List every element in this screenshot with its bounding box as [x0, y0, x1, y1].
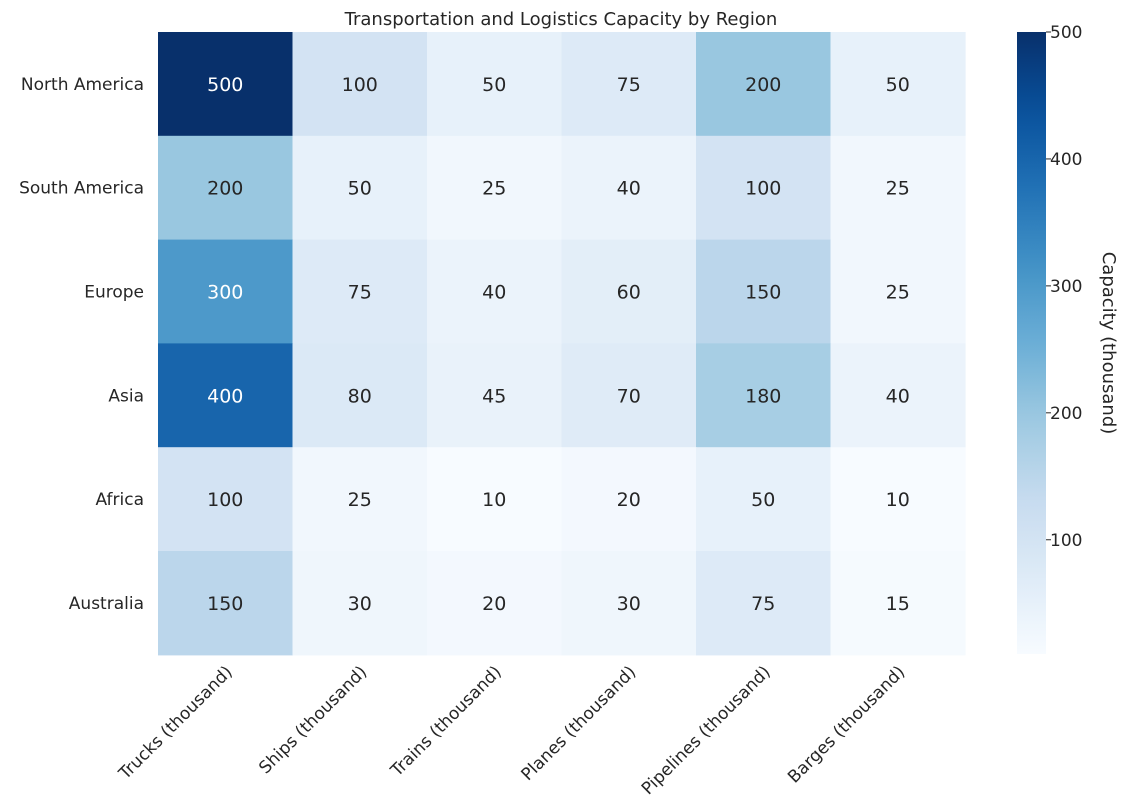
heatmap-cell [696, 32, 832, 137]
column-label: Planes (thousand) [518, 662, 641, 785]
heatmap-cell [427, 32, 563, 137]
cell-value-label: 25 [348, 489, 372, 511]
column-label: Ships (thousand) [255, 662, 371, 778]
cell-value-label: 15 [886, 593, 910, 615]
cell-value-label: 20 [617, 489, 641, 511]
heatmap-cell [561, 447, 697, 552]
column-label: Trucks (thousand) [115, 662, 237, 784]
cell-value-label: 200 [207, 178, 243, 200]
row-label: Africa [96, 490, 145, 510]
cell-value-label: 25 [886, 178, 910, 200]
cell-value-label: 20 [482, 593, 506, 615]
cell-value-label: 25 [482, 178, 506, 200]
colorbar-label: Capacity (thousand) [1098, 252, 1119, 435]
heatmap-cell [696, 447, 832, 552]
cell-value-label: 40 [617, 178, 641, 200]
cell-value-label: 30 [617, 593, 641, 615]
cell-value-label: 40 [482, 282, 506, 304]
cell-value-label: 500 [207, 74, 243, 96]
heatmap-cell [158, 551, 294, 656]
colorbar-tick-label: 500 [1050, 23, 1082, 43]
heatmap-cell [292, 239, 428, 344]
heatmap-cell [696, 343, 832, 448]
heatmap-cell [427, 343, 563, 448]
heatmap-cells: 500 100 50 75 200 50 200 50 25 40 100 25 300 75 40 60 15… [158, 32, 966, 656]
cell-value-label: 40 [886, 385, 910, 407]
heatmap-cell [292, 447, 428, 552]
cell-value-label: 80 [348, 385, 372, 407]
heatmap-cell [830, 447, 966, 552]
row-label: North America [21, 75, 144, 95]
heatmap-cell [292, 135, 428, 241]
heatmap-cell [830, 135, 966, 241]
cell-value-label: 10 [482, 489, 506, 511]
heatmap-cell [561, 343, 697, 448]
heatmap-cell [561, 239, 697, 344]
heatmap-cell [158, 447, 294, 552]
heatmap-cell [292, 32, 428, 137]
colorbar-tick-label: 300 [1050, 277, 1082, 297]
row-label: Australia [69, 594, 144, 614]
cell-value-label: 180 [745, 385, 781, 407]
heatmap-cell [561, 32, 697, 137]
heatmap-cell [830, 343, 966, 448]
colorbar-tick-label: 100 [1050, 531, 1082, 551]
colorbar-tick-label: 400 [1050, 150, 1082, 170]
row-labels: North America South America Europe Asia Afri… [19, 75, 144, 614]
heatmap-cell [561, 551, 697, 656]
cell-value-label: 150 [207, 593, 243, 615]
cell-value-label: 45 [482, 385, 506, 407]
colorbar-ticks: 100 200 300 400 500 [1046, 23, 1082, 551]
heatmap-cell [830, 239, 966, 344]
heatmap-cell [696, 239, 832, 344]
heatmap-cell [696, 135, 832, 241]
cell-value-label: 100 [342, 74, 378, 96]
row-label: Europe [84, 283, 144, 303]
cell-value-label: 75 [348, 282, 372, 304]
cell-value-label: 50 [886, 74, 910, 96]
cell-value-label: 400 [207, 385, 243, 407]
cell-value-label: 50 [482, 74, 506, 96]
cell-value-label: 50 [348, 178, 372, 200]
cell-value-label: 30 [348, 593, 372, 615]
cell-value-label: 100 [207, 489, 243, 511]
cell-value-label: 25 [886, 282, 910, 304]
heatmap-cell [292, 343, 428, 448]
chart-title: Transportation and Logistics Capacity by… [344, 9, 778, 30]
column-label: Pipelines (thousand) [638, 662, 775, 799]
cell-value-label: 150 [745, 282, 781, 304]
cell-value-label: 70 [617, 385, 641, 407]
cell-value-label: 75 [751, 593, 775, 615]
heatmap-cell [830, 32, 966, 137]
cell-value-label: 50 [751, 489, 775, 511]
heatmap-cell [158, 32, 294, 137]
column-label: Barges (thousand) [784, 662, 909, 787]
cell-value-label: 100 [745, 178, 781, 200]
heatmap-cell [427, 551, 563, 656]
column-labels: Trucks (thousand) Ships (thousand) Trains … [115, 662, 910, 799]
cell-value-label: 75 [617, 74, 641, 96]
heatmap-cell [561, 135, 697, 241]
cell-value-label: 200 [745, 74, 781, 96]
heatmap-cell [696, 551, 832, 656]
heatmap-cell [427, 239, 563, 344]
cell-value-label: 60 [617, 282, 641, 304]
colorbar [1017, 32, 1046, 654]
colorbar-tick-label: 200 [1050, 404, 1082, 424]
heatmap-cell [292, 551, 428, 656]
row-label: South America [19, 179, 144, 199]
heatmap-cell [830, 551, 966, 656]
cell-value-label: 300 [207, 282, 243, 304]
row-label: Asia [108, 386, 144, 406]
column-label: Trains (thousand) [386, 662, 505, 781]
heatmap-cell [158, 239, 294, 344]
heatmap-cell [158, 135, 294, 241]
heatmap-cell [427, 135, 563, 241]
cell-value-label: 10 [886, 489, 910, 511]
heatmap-cell [427, 447, 563, 552]
heatmap-cell [158, 343, 294, 448]
